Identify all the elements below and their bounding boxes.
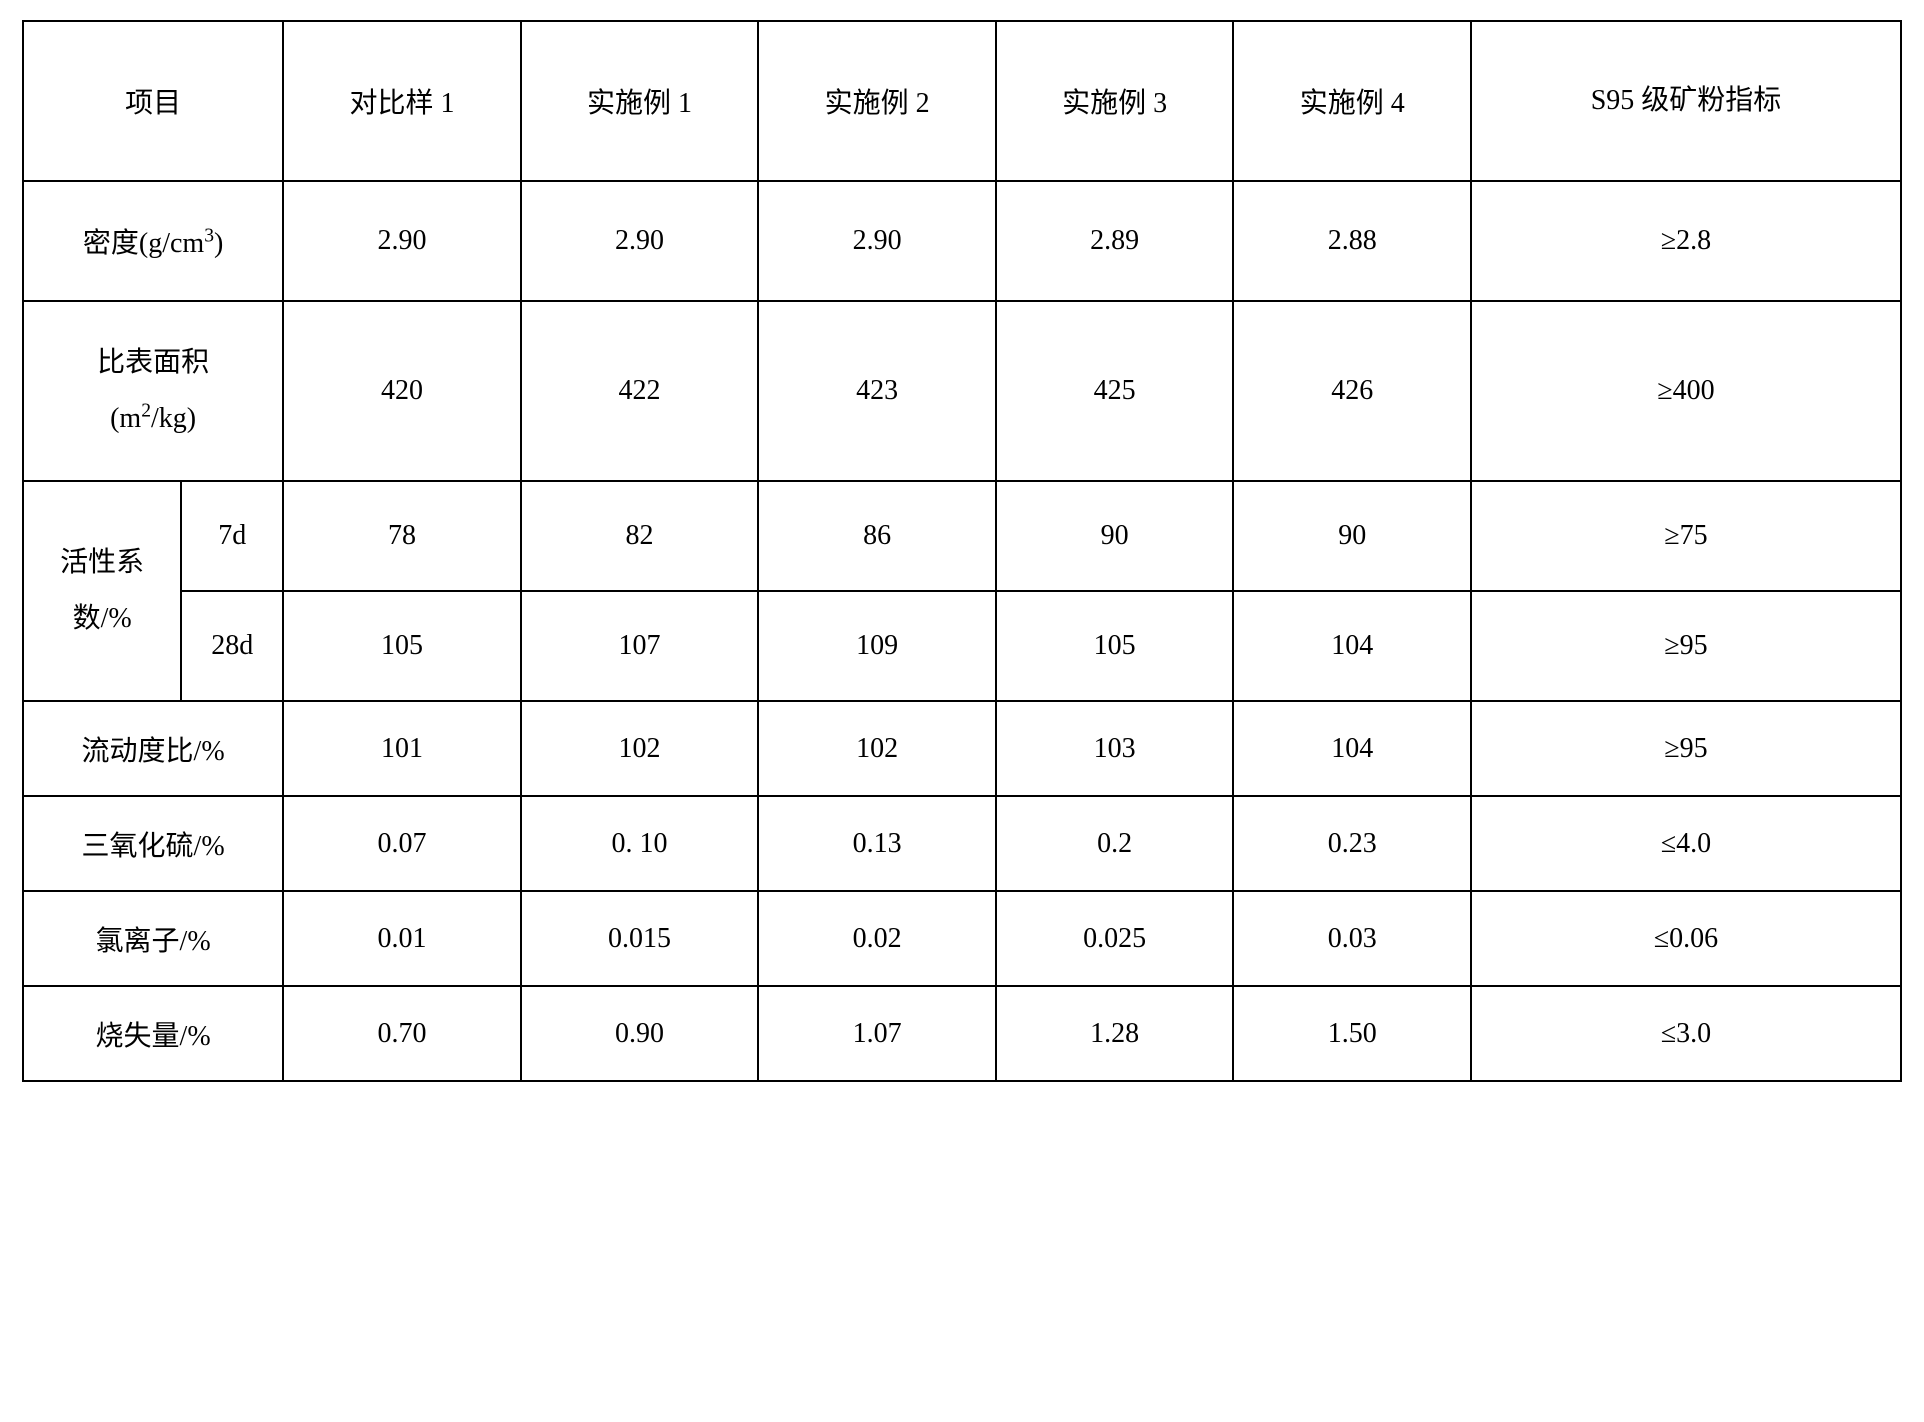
cell-activity7d-example4: 90 bbox=[1233, 481, 1471, 591]
label-activity-group: 活性系数/% bbox=[23, 481, 181, 701]
cell-surface-example1: 422 bbox=[521, 301, 759, 481]
cell-flow-standard: ≥95 bbox=[1471, 701, 1901, 796]
cell-loi-example3: 1.28 bbox=[996, 986, 1234, 1081]
cell-so3-compare1: 0.07 bbox=[283, 796, 521, 891]
cell-so3-example3: 0.2 bbox=[996, 796, 1234, 891]
label-chloride: 氯离子/% bbox=[23, 891, 283, 986]
cell-activity7d-example3: 90 bbox=[996, 481, 1234, 591]
cell-density-example4: 2.88 bbox=[1233, 181, 1471, 301]
cell-surface-standard: ≥400 bbox=[1471, 301, 1901, 481]
cell-activity7d-example2: 86 bbox=[758, 481, 996, 591]
cell-activity28d-example1: 107 bbox=[521, 591, 759, 701]
cell-activity7d-compare1: 78 bbox=[283, 481, 521, 591]
cell-surface-example2: 423 bbox=[758, 301, 996, 481]
cell-activity28d-compare1: 105 bbox=[283, 591, 521, 701]
cell-density-example3: 2.89 bbox=[996, 181, 1234, 301]
cell-loi-example1: 0.90 bbox=[521, 986, 759, 1081]
cell-activity7d-example1: 82 bbox=[521, 481, 759, 591]
row-so3: 三氧化硫/% 0.07 0. 10 0.13 0.2 0.23 ≤4.0 bbox=[23, 796, 1901, 891]
cell-density-example2: 2.90 bbox=[758, 181, 996, 301]
header-s95-standard: S95 级矿粉指标 bbox=[1471, 21, 1901, 181]
cell-chloride-standard: ≤0.06 bbox=[1471, 891, 1901, 986]
row-activity-7d: 活性系数/% 7d 78 82 86 90 90 ≥75 bbox=[23, 481, 1901, 591]
cell-chloride-example4: 0.03 bbox=[1233, 891, 1471, 986]
cell-density-standard: ≥2.8 bbox=[1471, 181, 1901, 301]
cell-loi-example2: 1.07 bbox=[758, 986, 996, 1081]
cell-loi-standard: ≤3.0 bbox=[1471, 986, 1901, 1081]
header-item: 项目 bbox=[23, 21, 283, 181]
table-header-row: 项目 对比样 1 实施例 1 实施例 2 实施例 3 实施例 4 S95 级矿粉… bbox=[23, 21, 1901, 181]
cell-so3-example4: 0.23 bbox=[1233, 796, 1471, 891]
cell-flow-example1: 102 bbox=[521, 701, 759, 796]
row-chloride: 氯离子/% 0.01 0.015 0.02 0.025 0.03 ≤0.06 bbox=[23, 891, 1901, 986]
cell-chloride-compare1: 0.01 bbox=[283, 891, 521, 986]
cell-activity28d-example2: 109 bbox=[758, 591, 996, 701]
cell-chloride-example1: 0.015 bbox=[521, 891, 759, 986]
cell-so3-example2: 0.13 bbox=[758, 796, 996, 891]
row-density: 密度(g/cm3) 2.90 2.90 2.90 2.89 2.88 ≥2.8 bbox=[23, 181, 1901, 301]
row-surface-area: 比表面积(m2/kg) 420 422 423 425 426 ≥400 bbox=[23, 301, 1901, 481]
header-example1: 实施例 1 bbox=[521, 21, 759, 181]
cell-activity28d-example3: 105 bbox=[996, 591, 1234, 701]
cell-surface-example4: 426 bbox=[1233, 301, 1471, 481]
row-flow-ratio: 流动度比/% 101 102 102 103 104 ≥95 bbox=[23, 701, 1901, 796]
cell-flow-example4: 104 bbox=[1233, 701, 1471, 796]
cell-so3-example1: 0. 10 bbox=[521, 796, 759, 891]
label-loi: 烧失量/% bbox=[23, 986, 283, 1081]
cell-density-compare1: 2.90 bbox=[283, 181, 521, 301]
label-activity-7d: 7d bbox=[181, 481, 283, 591]
cell-activity28d-example4: 104 bbox=[1233, 591, 1471, 701]
row-loi: 烧失量/% 0.70 0.90 1.07 1.28 1.50 ≤3.0 bbox=[23, 986, 1901, 1081]
label-flow-ratio: 流动度比/% bbox=[23, 701, 283, 796]
cell-flow-compare1: 101 bbox=[283, 701, 521, 796]
row-activity-28d: 28d 105 107 109 105 104 ≥95 bbox=[23, 591, 1901, 701]
header-example4: 实施例 4 bbox=[1233, 21, 1471, 181]
label-surface-area: 比表面积(m2/kg) bbox=[23, 301, 283, 481]
cell-so3-standard: ≤4.0 bbox=[1471, 796, 1901, 891]
header-example3: 实施例 3 bbox=[996, 21, 1234, 181]
cell-surface-example3: 425 bbox=[996, 301, 1234, 481]
cell-activity28d-standard: ≥95 bbox=[1471, 591, 1901, 701]
cell-flow-example3: 103 bbox=[996, 701, 1234, 796]
label-density: 密度(g/cm3) bbox=[23, 181, 283, 301]
header-example2: 实施例 2 bbox=[758, 21, 996, 181]
label-so3: 三氧化硫/% bbox=[23, 796, 283, 891]
header-compare1: 对比样 1 bbox=[283, 21, 521, 181]
cell-loi-compare1: 0.70 bbox=[283, 986, 521, 1081]
cell-surface-compare1: 420 bbox=[283, 301, 521, 481]
material-properties-table: 项目 对比样 1 实施例 1 实施例 2 实施例 3 实施例 4 S95 级矿粉… bbox=[22, 20, 1902, 1082]
label-activity-28d: 28d bbox=[181, 591, 283, 701]
cell-chloride-example3: 0.025 bbox=[996, 891, 1234, 986]
cell-activity7d-standard: ≥75 bbox=[1471, 481, 1901, 591]
cell-flow-example2: 102 bbox=[758, 701, 996, 796]
cell-chloride-example2: 0.02 bbox=[758, 891, 996, 986]
cell-loi-example4: 1.50 bbox=[1233, 986, 1471, 1081]
cell-density-example1: 2.90 bbox=[521, 181, 759, 301]
